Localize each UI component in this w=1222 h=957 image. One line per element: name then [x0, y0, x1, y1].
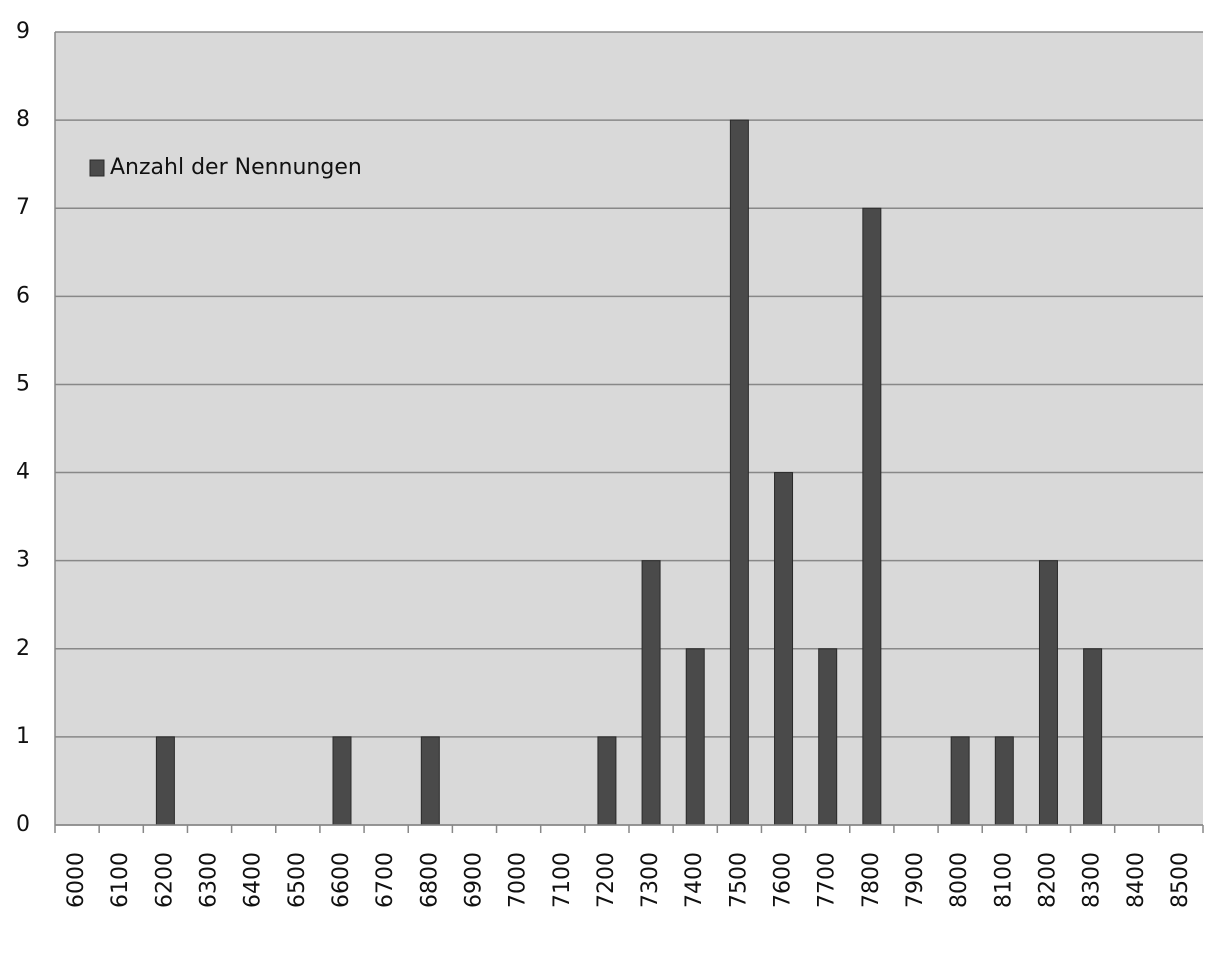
x-tick-label: 8200 [1035, 852, 1060, 908]
bar [994, 736, 1014, 826]
y-tick-label: 9 [16, 19, 30, 44]
bar [1083, 648, 1103, 826]
x-tick-label: 8400 [1124, 852, 1149, 908]
y-tick-label: 8 [16, 107, 30, 132]
x-tick-label: 7000 [506, 852, 531, 908]
x-tick-label: 7100 [550, 852, 575, 908]
x-tick-label: 8300 [1080, 852, 1105, 908]
bar [862, 207, 882, 826]
bar [155, 736, 175, 826]
bar [332, 736, 352, 826]
bar [729, 119, 749, 826]
bar [774, 472, 794, 826]
y-tick-label: 6 [16, 283, 30, 308]
x-tick-label: 7300 [638, 852, 663, 908]
x-tick-label: 6200 [152, 852, 177, 908]
plot-area [55, 32, 1203, 825]
x-tick-label: 8500 [1168, 852, 1193, 908]
bar [818, 648, 838, 826]
x-tick-label: 6300 [197, 852, 222, 908]
legend-label: Anzahl der Nennungen [110, 155, 362, 180]
y-tick-label: 0 [16, 812, 30, 837]
bar [641, 560, 661, 826]
x-tick-label: 7600 [771, 852, 796, 908]
x-tick-label: 8100 [991, 852, 1016, 908]
y-tick-label: 3 [16, 548, 30, 573]
x-tick-label: 7200 [594, 852, 619, 908]
bar [950, 736, 970, 826]
x-tick-label: 7400 [682, 852, 707, 908]
bar [420, 736, 440, 826]
y-tick-label: 4 [16, 460, 30, 485]
x-tick-label: 7800 [859, 852, 884, 908]
y-tick-label: 1 [16, 724, 30, 749]
bar [597, 736, 617, 826]
x-tick-label: 6900 [461, 852, 486, 908]
bar [685, 648, 705, 826]
y-tick-label: 2 [16, 636, 30, 661]
x-tick-label: 6000 [64, 852, 89, 908]
x-tick-label: 7700 [815, 852, 840, 908]
x-tick-label: 6100 [108, 852, 133, 908]
legend-swatch [89, 159, 105, 177]
y-tick-label: 7 [16, 195, 30, 220]
x-tick-label: 8000 [947, 852, 972, 908]
x-tick-label: 6500 [285, 852, 310, 908]
x-tick-label: 6700 [373, 852, 398, 908]
x-tick-label: 6800 [417, 852, 442, 908]
bar [1038, 560, 1058, 826]
x-tick-label: 6600 [329, 852, 354, 908]
x-tick-label: 7500 [726, 852, 751, 908]
y-tick-label: 5 [16, 371, 30, 396]
x-tick-label: 6400 [241, 852, 266, 908]
x-tick-label: 7900 [903, 852, 928, 908]
